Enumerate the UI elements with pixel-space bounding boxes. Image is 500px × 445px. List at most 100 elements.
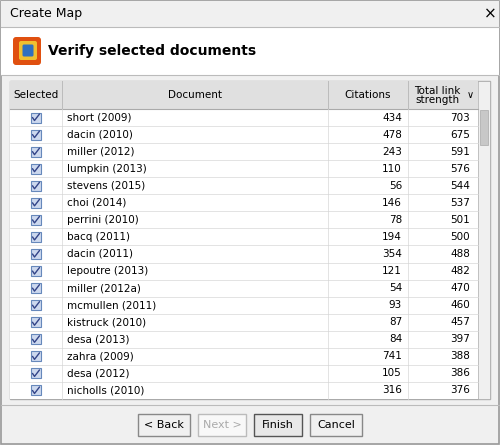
Bar	[31, 215, 41, 225]
Text: 397: 397	[450, 334, 470, 344]
Bar	[138, 414, 190, 436]
Text: 121: 121	[382, 266, 402, 276]
Text: stevens (2015): stevens (2015)	[67, 181, 145, 191]
Bar	[31, 352, 41, 361]
Bar	[10, 365, 478, 382]
Bar	[31, 232, 41, 242]
Text: 675: 675	[450, 129, 470, 140]
Bar	[10, 331, 478, 348]
Bar	[10, 194, 478, 211]
Text: 434: 434	[382, 113, 402, 122]
FancyBboxPatch shape	[13, 37, 41, 65]
Text: miller (2012): miller (2012)	[67, 147, 134, 157]
Text: 110: 110	[382, 164, 402, 174]
Text: Finish: Finish	[262, 420, 294, 430]
Text: 354: 354	[382, 249, 402, 259]
Bar	[10, 297, 478, 314]
Text: 388: 388	[450, 352, 470, 361]
Bar	[10, 263, 478, 279]
Text: 457: 457	[450, 317, 470, 327]
FancyBboxPatch shape	[22, 44, 34, 57]
Bar	[31, 317, 41, 327]
Bar	[10, 81, 490, 399]
Bar	[10, 160, 478, 177]
Text: lumpkin (2013): lumpkin (2013)	[67, 164, 147, 174]
Text: nicholls (2010): nicholls (2010)	[67, 385, 144, 396]
Bar	[1, 1, 499, 27]
Bar	[10, 246, 478, 263]
Bar	[198, 414, 246, 436]
Text: ×: ×	[484, 7, 496, 21]
Text: Cancel: Cancel	[317, 420, 355, 430]
Text: 482: 482	[450, 266, 470, 276]
Text: 87: 87	[389, 317, 402, 327]
Text: 591: 591	[450, 147, 470, 157]
Text: 488: 488	[450, 249, 470, 259]
Text: desa (2012): desa (2012)	[67, 368, 130, 378]
Bar	[31, 368, 41, 378]
Text: bacq (2011): bacq (2011)	[67, 232, 130, 242]
Text: zahra (2009): zahra (2009)	[67, 352, 134, 361]
Text: Selected: Selected	[14, 90, 59, 100]
Bar	[254, 414, 302, 436]
Text: miller (2012a): miller (2012a)	[67, 283, 141, 293]
Text: Verify selected documents: Verify selected documents	[48, 44, 256, 58]
Text: desa (2013): desa (2013)	[67, 334, 130, 344]
Text: 243: 243	[382, 147, 402, 157]
Bar	[10, 348, 478, 365]
Bar	[10, 126, 478, 143]
Text: Next >: Next >	[202, 420, 241, 430]
Text: 537: 537	[450, 198, 470, 208]
Text: 576: 576	[450, 164, 470, 174]
Text: 78: 78	[389, 215, 402, 225]
Bar	[31, 385, 41, 396]
Text: Create Map: Create Map	[10, 8, 82, 20]
Text: 84: 84	[389, 334, 402, 344]
Bar	[10, 143, 478, 160]
Text: mcmullen (2011): mcmullen (2011)	[67, 300, 156, 310]
Text: Citations: Citations	[345, 90, 391, 100]
Text: 741: 741	[382, 352, 402, 361]
Text: 376: 376	[450, 385, 470, 396]
Text: dacin (2011): dacin (2011)	[67, 249, 133, 259]
Bar	[480, 110, 488, 145]
Bar	[10, 177, 478, 194]
Bar	[10, 314, 478, 331]
Bar	[10, 228, 478, 246]
Text: 500: 500	[450, 232, 470, 242]
Text: kistruck (2010): kistruck (2010)	[67, 317, 146, 327]
Text: 105: 105	[382, 368, 402, 378]
Text: 478: 478	[382, 129, 402, 140]
Text: 460: 460	[450, 300, 470, 310]
Bar	[31, 129, 41, 140]
Text: choi (2014): choi (2014)	[67, 198, 126, 208]
Text: dacin (2010): dacin (2010)	[67, 129, 133, 140]
Text: 194: 194	[382, 232, 402, 242]
FancyBboxPatch shape	[19, 41, 37, 60]
Text: Document: Document	[168, 90, 222, 100]
Bar	[478, 81, 490, 399]
Bar	[31, 181, 41, 191]
Text: 146: 146	[382, 198, 402, 208]
Bar	[10, 211, 478, 228]
Bar	[10, 382, 478, 399]
Text: 703: 703	[450, 113, 470, 122]
Text: ∨: ∨	[466, 90, 473, 100]
Text: Total link: Total link	[414, 86, 460, 96]
Text: 56: 56	[389, 181, 402, 191]
Bar	[10, 81, 478, 109]
Bar	[10, 109, 478, 126]
Bar	[10, 279, 478, 297]
Text: 54: 54	[389, 283, 402, 293]
Bar	[1, 27, 499, 75]
Text: perrini (2010): perrini (2010)	[67, 215, 139, 225]
Bar	[31, 198, 41, 208]
Text: 316: 316	[382, 385, 402, 396]
Bar	[31, 300, 41, 310]
Bar	[31, 266, 41, 276]
Bar	[31, 334, 41, 344]
Text: 470: 470	[450, 283, 470, 293]
Text: 544: 544	[450, 181, 470, 191]
Text: 386: 386	[450, 368, 470, 378]
Bar	[31, 164, 41, 174]
